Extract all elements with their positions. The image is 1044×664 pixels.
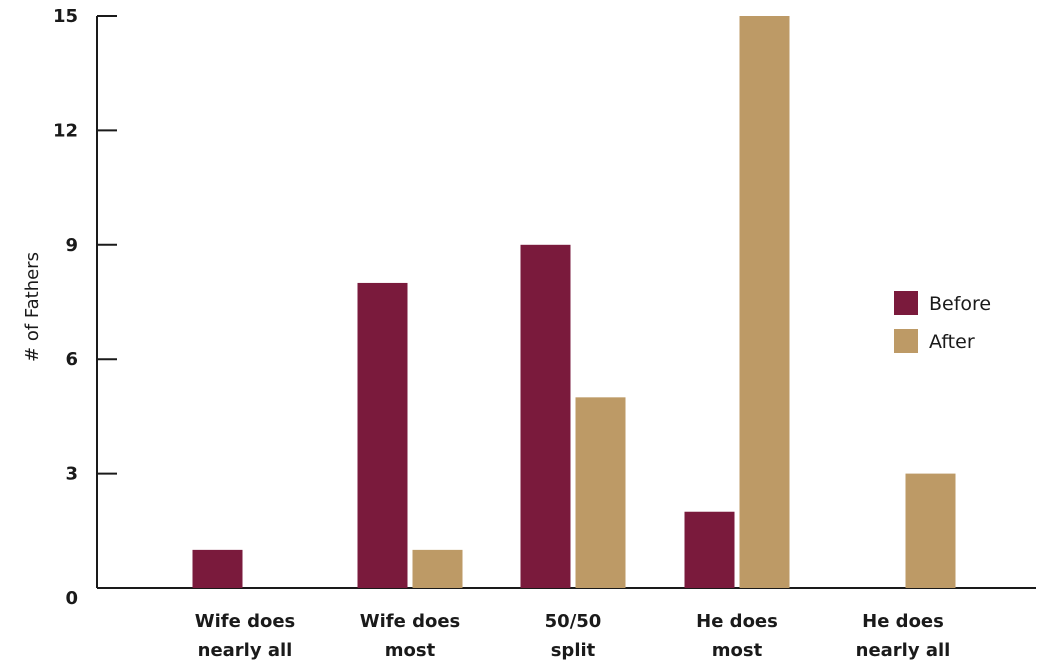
x-tick-label: most (385, 640, 436, 661)
x-tick-label: nearly all (198, 640, 293, 661)
x-tick-label: He does (862, 611, 944, 632)
y-tick-label: 0 (65, 588, 78, 609)
bar-after-2 (412, 549, 463, 588)
y-tick-label: 12 (53, 120, 78, 141)
legend-label-after: After (929, 331, 975, 353)
x-tick-label: He does (696, 611, 778, 632)
x-tick-label: nearly all (856, 640, 951, 661)
x-tick-label: Wife does (360, 611, 461, 632)
bar-before-1 (192, 549, 243, 588)
x-tick-label: 50/50 (545, 611, 602, 632)
bar-after-4 (739, 16, 790, 588)
legend: Before After (894, 291, 991, 353)
bar-after-3 (575, 397, 626, 588)
x-tick-label: split (551, 640, 596, 661)
x-tick-label: most (712, 640, 763, 661)
y-tick-label: 9 (65, 235, 78, 256)
y-tick-label: 3 (65, 464, 78, 485)
y-tick-label: 6 (65, 349, 78, 370)
legend-swatch-after (894, 329, 918, 353)
y-axis-title: # of Fathers (22, 252, 43, 362)
bar-before-4 (684, 511, 735, 588)
y-tick-label: 15 (53, 6, 78, 27)
category-labels: Wife does nearly all Wife does most 50/50 spl… (195, 611, 951, 661)
legend-swatch-before (894, 291, 918, 315)
y-axis: 0 3 6 9 12 15 (53, 6, 117, 609)
bar-after-5 (905, 473, 956, 588)
bar-before-3 (520, 244, 571, 589)
bars (192, 16, 956, 589)
legend-label-before: Before (929, 293, 991, 315)
x-tick-label: Wife does (195, 611, 296, 632)
bar-before-2 (357, 282, 408, 588)
